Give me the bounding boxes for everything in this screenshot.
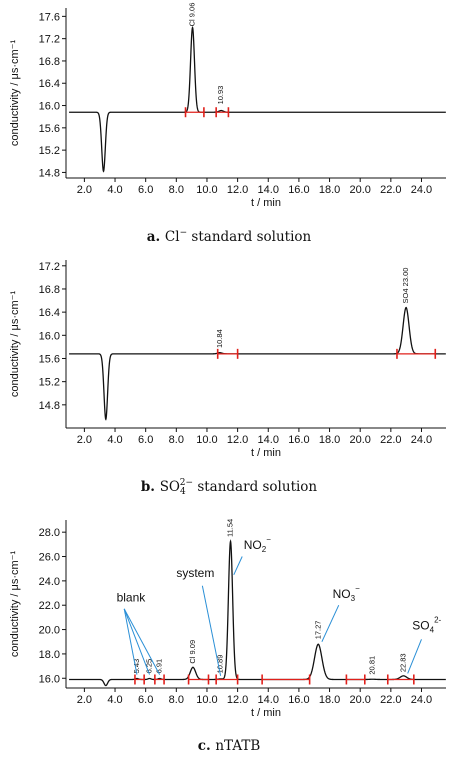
signal-trace [69, 25, 446, 173]
chart-c: 16.0 18.0 20.0 22.0 24.0 26.0 28.0 2.0 4.0 6.0 8.0… [9, 519, 446, 754]
x-tick-label: 6.0 [138, 434, 153, 446]
x-tick-label: 24.0 [411, 694, 432, 706]
x-tick-label: 14.0 [258, 184, 279, 196]
y-tick-label: 16.0 [39, 101, 60, 113]
x-tick-label: 24.0 [411, 184, 432, 196]
chart-b: 14.8 15.2 15.6 16.0 16.4 16.8 17.2 2.0 4.0 6.0 8.0… [9, 260, 446, 497]
y-tick-label: 16.4 [39, 307, 60, 319]
chart-caption: c. nTATB [198, 738, 261, 754]
x-tick-label: 6.0 [138, 694, 153, 706]
signal-trace [69, 306, 446, 421]
leader-line [407, 639, 422, 674]
x-tick-label: 16.0 [288, 184, 309, 196]
annotation-label: system [176, 566, 214, 580]
x-tick-label: 2.0 [77, 184, 92, 196]
peak-label: SO4 23.00 [401, 268, 410, 304]
leader-line [123, 608, 161, 675]
y-tick-label: 17.6 [39, 11, 60, 23]
y-tick-label: 15.6 [39, 123, 60, 135]
y-tick-label: 14.8 [39, 167, 60, 179]
leader-line [123, 608, 150, 675]
x-tick-label: 22.0 [380, 184, 401, 196]
x-tick-label: 16.0 [288, 694, 309, 706]
peak-label: 6.25 [145, 659, 154, 674]
x-tick-label: 10.0 [196, 694, 217, 706]
peak-label: 5.43 [132, 659, 141, 674]
x-tick-label: 16.0 [288, 434, 309, 446]
x-tick-label: 8.0 [169, 434, 184, 446]
y-tick-label: 17.2 [39, 261, 60, 273]
y-tick-label: 16.4 [39, 78, 60, 90]
leader-line [321, 605, 340, 642]
peak-label: 22.83 [399, 653, 408, 672]
peak-label: Cl 9.09 [188, 640, 197, 664]
peak-label: 10.84 [215, 329, 224, 348]
y-tick-label: 24.0 [39, 576, 60, 588]
y-tick-label: 15.2 [39, 377, 60, 389]
y-tick-label: 16.0 [39, 673, 60, 685]
y-axis-label: conductivity / μs·cm⁻¹ [9, 551, 21, 658]
y-tick-label: 14.8 [39, 400, 60, 412]
y-axis-label: conductivity / μs·cm⁻¹ [9, 40, 21, 147]
leader-line [201, 585, 222, 676]
annotation-label: NO3− [333, 584, 360, 603]
y-tick-label: 20.0 [39, 625, 60, 637]
y-tick-label: 26.0 [39, 552, 60, 564]
x-tick-label: 10.0 [196, 184, 217, 196]
chart-caption: b. SO42− standard solution [141, 478, 318, 497]
x-tick-label: 2.0 [77, 694, 92, 706]
x-axis-label: t / min [251, 447, 281, 459]
x-tick-label: 20.0 [349, 434, 370, 446]
peak-label: 17.27 [313, 621, 322, 640]
x-tick-label: 14.0 [258, 694, 279, 706]
y-tick-label: 28.0 [39, 527, 60, 539]
chart-a: 14.8 15.2 15.6 16.0 16.4 16.8 17.2 17.6 2.0 4.0 6.… [9, 3, 446, 245]
x-tick-label: 8.0 [169, 184, 184, 196]
x-tick-label: 12.0 [227, 184, 248, 196]
peak-label: 11.54 [226, 519, 235, 537]
x-axis-label: t / min [251, 197, 281, 209]
leader-line [233, 556, 243, 575]
y-tick-label: 18.0 [39, 649, 60, 661]
leader-line [123, 608, 138, 675]
x-tick-label: 18.0 [319, 694, 340, 706]
x-axis-label: t / min [251, 707, 281, 719]
x-tick-label: 6.0 [138, 184, 153, 196]
x-tick-label: 12.0 [227, 434, 248, 446]
chart-caption: a. Cl− standard solution [147, 228, 312, 245]
peak-label: 10.89 [216, 655, 225, 674]
y-tick-label: 17.2 [39, 34, 60, 46]
peak-label: 10.93 [216, 86, 225, 105]
x-tick-label: 2.0 [77, 434, 92, 446]
x-tick-label: 22.0 [380, 694, 401, 706]
x-tick-label: 20.0 [349, 184, 370, 196]
x-tick-label: 12.0 [227, 694, 248, 706]
y-axis-label: conductivity / μs·cm⁻¹ [9, 291, 21, 398]
x-tick-label: 22.0 [380, 434, 401, 446]
peak-label: Cl 9.06 [188, 3, 197, 27]
annotation-label: NO2− [244, 535, 271, 554]
signal-trace [69, 539, 446, 687]
x-tick-label: 10.0 [196, 434, 217, 446]
y-tick-label: 16.8 [39, 284, 60, 296]
x-tick-label: 24.0 [411, 434, 432, 446]
x-tick-label: 8.0 [169, 694, 184, 706]
x-tick-label: 4.0 [107, 434, 122, 446]
x-tick-label: 18.0 [319, 434, 340, 446]
y-tick-label: 15.6 [39, 353, 60, 365]
y-tick-label: 15.2 [39, 145, 60, 157]
x-tick-label: 4.0 [107, 184, 122, 196]
x-tick-label: 14.0 [258, 434, 279, 446]
y-tick-label: 16.8 [39, 56, 60, 68]
annotation-label: blank [117, 591, 147, 605]
peak-label: 20.81 [368, 656, 377, 675]
x-tick-label: 4.0 [107, 694, 122, 706]
x-tick-label: 18.0 [319, 184, 340, 196]
y-tick-label: 16.0 [39, 330, 60, 342]
x-tick-label: 20.0 [349, 694, 370, 706]
peak-label: 6.91 [155, 659, 164, 674]
y-tick-label: 22.0 [39, 600, 60, 612]
annotation-label: SO42- [412, 616, 441, 635]
